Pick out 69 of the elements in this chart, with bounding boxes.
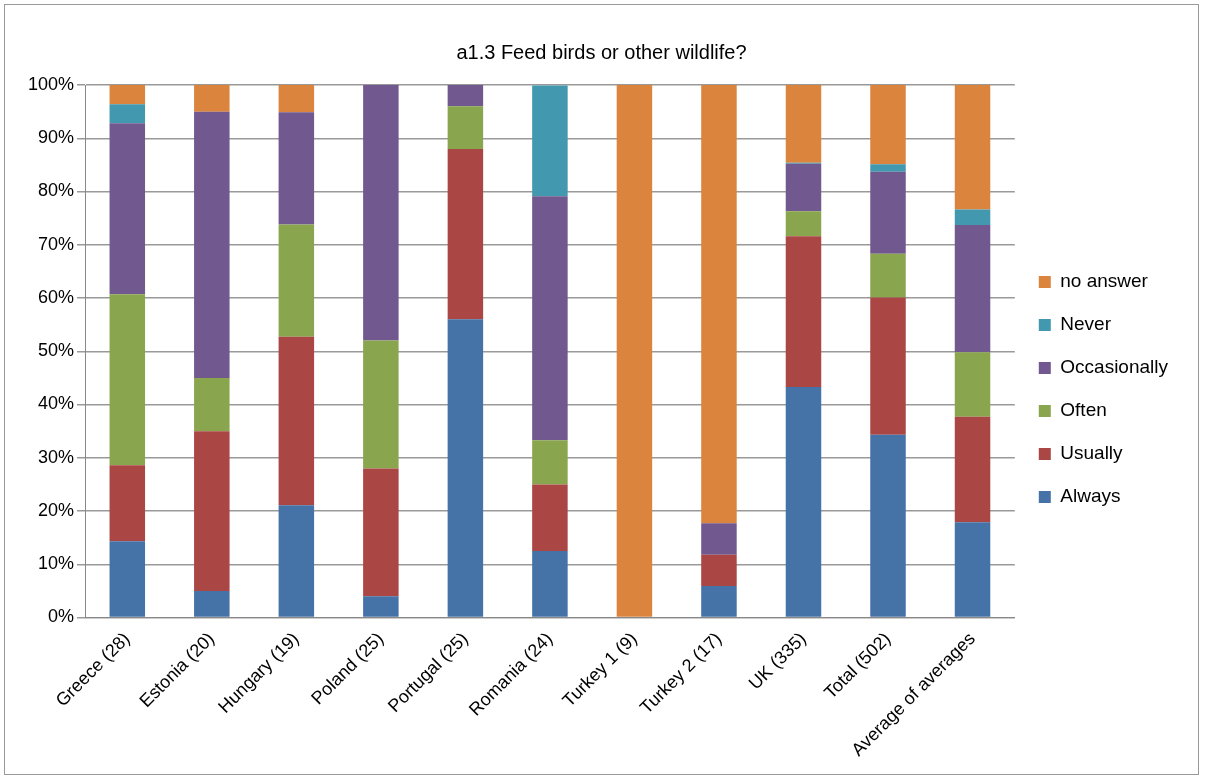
bar bbox=[532, 196, 568, 441]
bar bbox=[870, 164, 906, 172]
y-tick-label: 30% bbox=[38, 446, 75, 467]
bar bbox=[701, 85, 737, 524]
chart-title: a1.3 Feed birds or other wildlife? bbox=[456, 40, 747, 63]
bar bbox=[785, 386, 822, 617]
bar bbox=[278, 112, 315, 225]
bar bbox=[870, 434, 906, 617]
bar bbox=[447, 85, 484, 107]
bar bbox=[363, 596, 399, 617]
bar bbox=[954, 416, 991, 523]
y-tick-label: 90% bbox=[38, 127, 75, 148]
legend-label: Occasionally bbox=[1060, 356, 1169, 378]
bar bbox=[785, 163, 822, 212]
bar bbox=[701, 523, 737, 555]
bar bbox=[954, 352, 991, 417]
bar bbox=[194, 85, 230, 112]
bar bbox=[701, 554, 737, 587]
bar bbox=[278, 85, 315, 113]
bar bbox=[870, 85, 906, 165]
bar bbox=[194, 377, 230, 432]
bar bbox=[532, 484, 568, 551]
legend-label: no answer bbox=[1060, 270, 1149, 292]
bar bbox=[363, 468, 399, 597]
bar bbox=[447, 319, 484, 617]
bar bbox=[109, 104, 146, 124]
bar bbox=[532, 550, 568, 617]
bar bbox=[870, 297, 906, 435]
bar bbox=[785, 236, 822, 387]
bar bbox=[954, 85, 991, 210]
bar bbox=[532, 440, 568, 485]
bar bbox=[109, 85, 146, 105]
y-tick-label: 60% bbox=[38, 286, 75, 307]
bar bbox=[109, 541, 146, 617]
bar bbox=[785, 85, 822, 163]
bar bbox=[363, 340, 399, 469]
bar bbox=[785, 211, 822, 237]
bar bbox=[278, 336, 315, 506]
y-tick-label: 40% bbox=[38, 393, 75, 414]
bar bbox=[278, 224, 315, 337]
y-tick-label: 70% bbox=[38, 233, 75, 254]
bar bbox=[954, 522, 991, 617]
legend-label: Always bbox=[1060, 485, 1121, 507]
y-tick-label: 10% bbox=[38, 553, 75, 574]
y-tick-label: 0% bbox=[48, 606, 75, 627]
bar bbox=[447, 148, 484, 320]
bar bbox=[532, 85, 568, 197]
bar bbox=[870, 253, 906, 298]
bar bbox=[616, 85, 653, 617]
bar bbox=[109, 465, 146, 542]
legend-label: Often bbox=[1060, 399, 1107, 421]
bar bbox=[447, 106, 484, 149]
y-tick-label: 80% bbox=[38, 180, 75, 201]
bar bbox=[194, 111, 230, 378]
bar bbox=[701, 586, 737, 617]
bar bbox=[194, 590, 230, 617]
legend-label: Usually bbox=[1060, 442, 1124, 464]
legend-label: Never bbox=[1060, 313, 1112, 335]
bar bbox=[954, 225, 991, 353]
y-tick-label: 100% bbox=[27, 73, 75, 94]
bar bbox=[109, 123, 146, 295]
bar bbox=[954, 209, 991, 226]
bar bbox=[363, 85, 399, 341]
bar bbox=[194, 431, 230, 591]
bar bbox=[278, 505, 315, 617]
bar bbox=[870, 171, 906, 254]
bar bbox=[109, 294, 146, 466]
y-tick-label: 50% bbox=[38, 340, 75, 361]
y-tick-label: 20% bbox=[38, 499, 75, 520]
